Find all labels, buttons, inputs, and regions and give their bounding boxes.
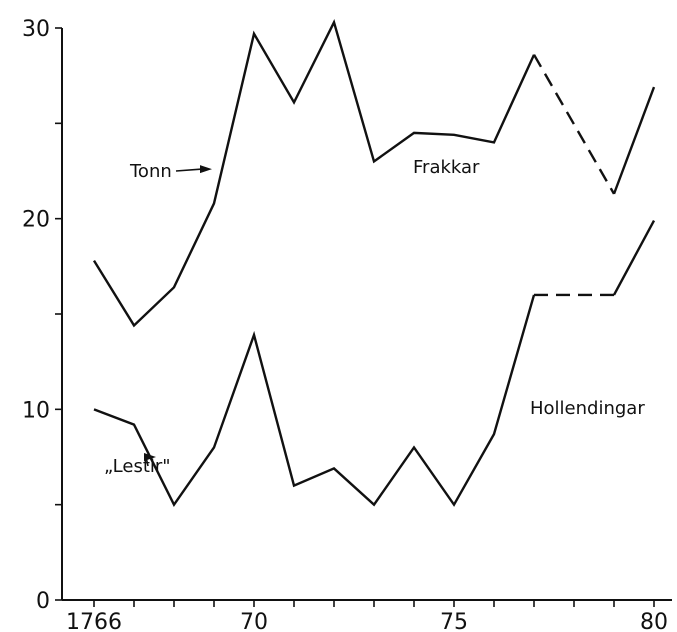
series-hollendingar: [93, 220, 656, 508]
series-hollendingar-line-1: [612, 220, 656, 296]
x-tick-label-1766: 1766: [66, 610, 122, 632]
x-tick-label-80: 80: [640, 610, 668, 632]
plot-frame: [61, 28, 672, 601]
series-frakkar-line-0: [92, 18, 536, 328]
y-tick-label-20: 20: [22, 208, 50, 233]
series-label-hollendingar: Hollendingar: [530, 398, 645, 419]
series-frakkar: [92, 18, 656, 328]
annotation-layer: Frakkar Hollendingar Tonn „Lestir": [104, 157, 645, 477]
annotation-tonn-arrow-head: [200, 165, 212, 174]
series-frakkar-dashed-gap: [532, 54, 616, 195]
series-label-frakkar: Frakkar: [413, 157, 480, 178]
annotation-lestir-label: „Lestir": [104, 456, 171, 477]
series-frakkar-line-1: [612, 86, 656, 195]
annotation-tonn-label: Tonn: [129, 161, 172, 182]
series-hollendingar-line-0: [93, 294, 536, 508]
annotation-tonn-arrow: [175, 165, 212, 174]
annotation-lestir-arrow-head: [144, 453, 156, 461]
y-tick-label-0: 0: [36, 589, 50, 614]
series-layer: [92, 18, 656, 508]
x-tick-label-75: 75: [440, 610, 468, 632]
y-tick-label-30: 30: [22, 17, 50, 42]
annotation-lestir-arrow: [144, 453, 156, 467]
annotation-tonn-arrow-shaft: [175, 168, 203, 172]
y-axis-ticks: 0 10 20 30: [22, 17, 62, 614]
x-axis-ticks: 1766 70 75 80: [66, 600, 668, 632]
y-tick-label-10: 10: [22, 398, 50, 423]
x-tick-label-70: 70: [240, 610, 268, 632]
